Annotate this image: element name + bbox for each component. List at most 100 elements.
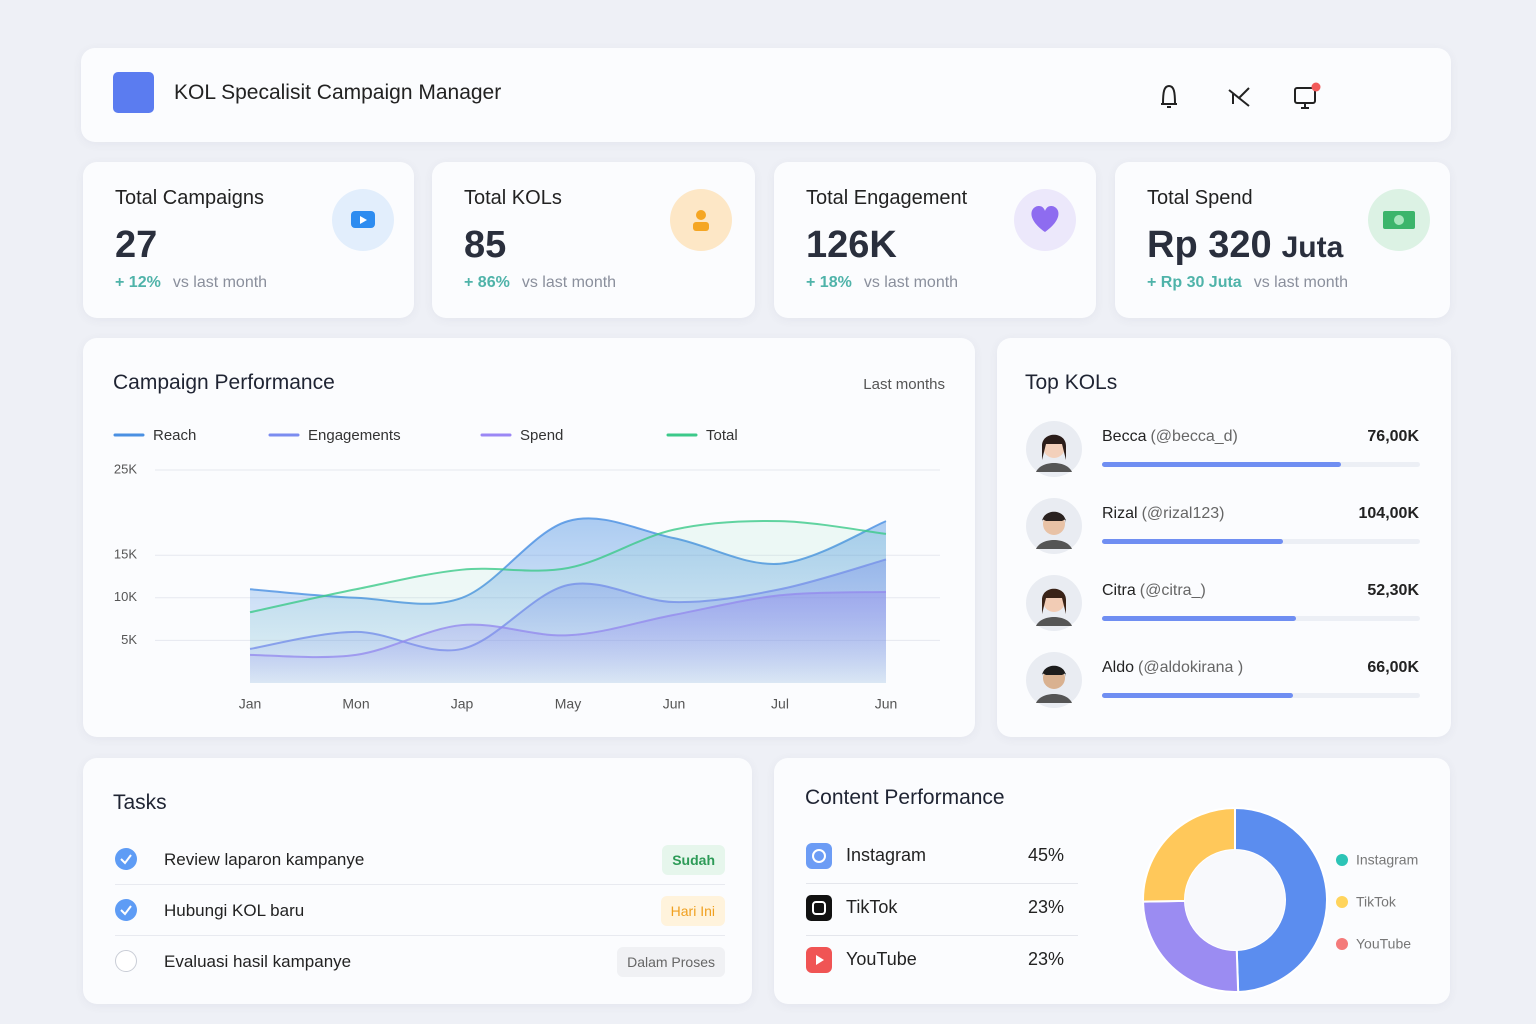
kol-value: 76,00K bbox=[1367, 428, 1419, 445]
progress-bar bbox=[1102, 616, 1296, 621]
icon-glyph bbox=[351, 211, 375, 228]
stat-card: Total Campaigns 27 + 12% vs last month bbox=[83, 162, 414, 318]
avatar-hair bbox=[1042, 434, 1066, 460]
legend-dot bbox=[1336, 896, 1348, 908]
stat-value-number: 85 bbox=[464, 224, 507, 266]
stat-card: Total KOLs 85 + 86% vs last month bbox=[432, 162, 755, 318]
icon-glyph bbox=[1031, 206, 1059, 232]
stat-value-unit: Juta bbox=[1281, 231, 1344, 264]
donut-hole bbox=[1185, 850, 1285, 950]
header: KOL Specalisit Campaign Manager bbox=[81, 48, 1451, 142]
x-tick-label: Jul bbox=[771, 696, 789, 712]
icon-glyph bbox=[1383, 211, 1415, 229]
y-tick-label: 5K bbox=[121, 632, 137, 647]
x-tick-label: Jun bbox=[663, 696, 686, 712]
avatar-body bbox=[1036, 617, 1072, 626]
x-tick-label: Mon bbox=[342, 696, 369, 712]
legend-label: Instagram bbox=[1356, 852, 1418, 868]
x-tick-label: May bbox=[555, 696, 581, 712]
stat-change: + Rp 30 Juta vs last month bbox=[1147, 274, 1348, 292]
campaign-performance: Campaign Performance Last months 5K 10K 15… bbox=[83, 338, 975, 737]
task-checkbox[interactable] bbox=[115, 899, 137, 921]
stat-value: Rp 320 Juta bbox=[1147, 224, 1343, 267]
task-text: Review laparon kampanye bbox=[164, 850, 365, 869]
stat-icon bbox=[1014, 189, 1076, 251]
content-performance: Content Performance Instagram TikTok YouTu… bbox=[774, 758, 1450, 1004]
change-note: vs last month bbox=[1253, 274, 1348, 291]
divider bbox=[806, 935, 1078, 936]
kol-avatar[interactable] bbox=[1025, 420, 1083, 478]
section-title: Tasks bbox=[113, 791, 167, 814]
avatar-hair bbox=[1042, 588, 1066, 614]
kol-handle: (@rizal123) bbox=[1141, 505, 1225, 522]
kol-name[interactable]: Becca (@becca_d) bbox=[1102, 428, 1238, 446]
platform-icon bbox=[806, 895, 832, 921]
change-value: + Rp 30 Juta bbox=[1147, 274, 1242, 291]
check-mark bbox=[120, 854, 132, 865]
bell-icon[interactable] bbox=[1161, 84, 1177, 108]
platform-icon bbox=[806, 947, 832, 973]
platform-share: 23% bbox=[1027, 897, 1064, 917]
app-title: KOL Specalisit Campaign Manager bbox=[174, 81, 502, 104]
progress-track bbox=[1102, 616, 1420, 621]
x-tick-label: Jun bbox=[875, 696, 898, 712]
platform-share: 45% bbox=[1027, 845, 1064, 865]
area-chart: 5K 10K 15K 25K Jan Mon Jap May Jun Jul Jun Reach Eng… bbox=[113, 427, 940, 712]
stat-label: Total Engagement bbox=[806, 187, 968, 209]
check-mark bbox=[120, 905, 132, 916]
avatar-body bbox=[1036, 463, 1072, 472]
stat-change: + 86% vs last month bbox=[464, 274, 616, 292]
notification-icon[interactable] bbox=[1294, 82, 1321, 109]
progress-bar bbox=[1102, 539, 1284, 544]
period-selector[interactable]: Last months bbox=[863, 376, 945, 393]
avatar-hair bbox=[1042, 511, 1066, 523]
avatar-hair bbox=[1042, 665, 1066, 677]
kol-first-name: Aldo bbox=[1102, 659, 1135, 676]
kol-avatar[interactable] bbox=[1025, 497, 1083, 555]
change-value: + 18% bbox=[806, 274, 852, 291]
kol-name[interactable]: Rizal (@rizal123) bbox=[1102, 505, 1225, 523]
avatar-body bbox=[1036, 540, 1072, 549]
y-tick-label: 10K bbox=[114, 589, 137, 604]
kol-avatar[interactable] bbox=[1025, 651, 1083, 709]
kol-value: 66,00K bbox=[1367, 659, 1419, 676]
stat-value-number: 126K bbox=[806, 224, 897, 266]
kol-name[interactable]: Aldo (@aldokirana ) bbox=[1102, 659, 1243, 677]
area-fill bbox=[250, 520, 886, 683]
stat-value-number: 27 bbox=[115, 224, 158, 266]
stat-label: Total Spend bbox=[1147, 187, 1253, 209]
stat-icon bbox=[1368, 189, 1430, 251]
top-kols: Top KOLs Becca (@becca_d) 76,00K Rizal (@riz… bbox=[997, 338, 1451, 737]
platform-share: 23% bbox=[1027, 949, 1064, 969]
stat-value: 27 bbox=[115, 224, 157, 267]
series-line bbox=[249, 519, 887, 614]
change-note: vs last month bbox=[172, 274, 268, 291]
progress-track bbox=[1102, 693, 1420, 698]
task-checkbox[interactable] bbox=[115, 848, 137, 870]
stat-value: 126K bbox=[806, 224, 897, 267]
stat-card: Total Engagement 126K + 18% vs last month bbox=[774, 162, 1096, 318]
change-value: + 86% bbox=[464, 274, 510, 291]
kol-handle: (@aldokirana ) bbox=[1138, 659, 1244, 676]
legend-label: YouTube bbox=[1356, 936, 1411, 952]
divider bbox=[806, 883, 1078, 884]
x-tick-label: Jap bbox=[451, 696, 474, 712]
kol-name[interactable]: Citra (@citra_) bbox=[1102, 582, 1206, 600]
divider bbox=[115, 884, 725, 885]
divider bbox=[115, 935, 725, 936]
task-checkbox[interactable] bbox=[115, 950, 137, 972]
megaphone-icon[interactable] bbox=[1228, 87, 1250, 107]
legend-label: Total bbox=[706, 427, 738, 444]
kol-avatar[interactable] bbox=[1025, 574, 1083, 632]
kol-value: 52,30K bbox=[1367, 582, 1419, 599]
stat-value: 85 bbox=[464, 224, 506, 267]
stat-value-number: Rp 320 bbox=[1147, 224, 1272, 266]
platform-name: Instagram bbox=[846, 845, 927, 865]
y-tick-label: 25K bbox=[114, 461, 137, 476]
task-status: Dalam Proses bbox=[617, 947, 725, 977]
tasks: Tasks Review laparon kampanye Sudah Hubung… bbox=[83, 758, 752, 1004]
change-note: vs last month bbox=[863, 274, 959, 291]
icon-glyph bbox=[693, 210, 709, 231]
logo[interactable] bbox=[113, 72, 154, 113]
kol-value: 104,00K bbox=[1358, 505, 1420, 522]
